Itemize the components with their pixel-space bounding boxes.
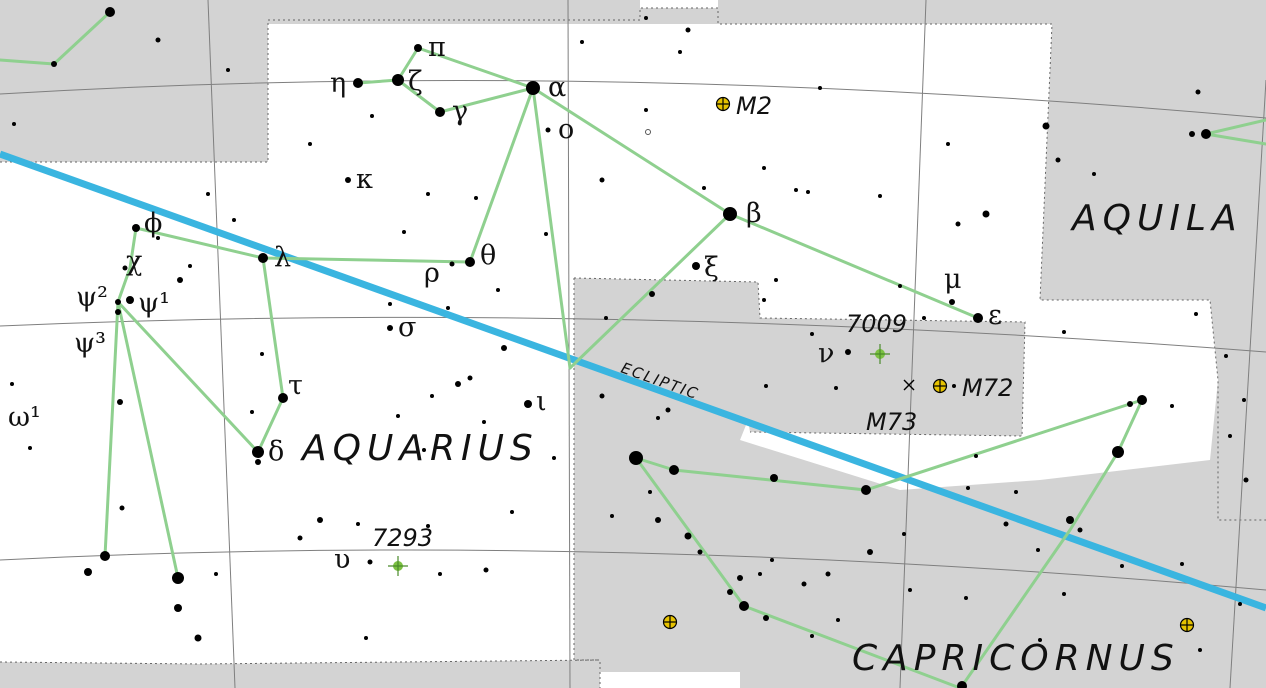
deep-sky-objects (388, 96, 1195, 633)
label-omicron: ο (558, 114, 574, 145)
label-omega1: ω¹ (8, 402, 41, 433)
region-top-right (718, 0, 1266, 300)
label-phi: ϕ (144, 208, 162, 239)
label-m2: M2 (736, 92, 772, 120)
globular-cluster-icon (1179, 617, 1195, 633)
label-aquila: AQUILA (1070, 198, 1243, 239)
star-sigma (387, 325, 393, 331)
star-tau (278, 393, 288, 403)
globular-cluster-m72-icon (932, 378, 948, 394)
label-xi: ξ (704, 252, 719, 283)
label-lambda: λ (274, 242, 291, 273)
label-zeta: ζ (408, 66, 423, 97)
star-phi (132, 224, 140, 232)
label-psi1: ψ¹ (138, 288, 170, 319)
label-mu: μ (944, 264, 962, 295)
ecliptic-line (0, 150, 1266, 612)
deep-sky-labels: M2 7009 M72 M73 7293 (372, 92, 1013, 552)
star-upsilon (367, 559, 373, 565)
star-rho (449, 261, 455, 267)
star-psi3 (115, 309, 121, 315)
label-upsilon: υ (334, 544, 350, 575)
label-m73: M73 (866, 408, 917, 436)
label-pi: π (428, 32, 446, 63)
globular-cluster-m2-icon (715, 96, 731, 112)
region-bottom-left (0, 660, 600, 688)
label-psi2: ψ² (76, 282, 108, 313)
label-m72: M72 (962, 374, 1013, 402)
star-psi2 (115, 299, 121, 305)
star-labels: π η ζ γ α ο κ β ϕ χ λ ρ θ ξ ψ² ψ¹ ψ³ σ μ… (8, 32, 1002, 575)
star-psi1 (126, 296, 134, 304)
label-nu: ν (818, 338, 834, 369)
star-beta (723, 207, 737, 221)
star-chi (122, 265, 128, 271)
label-psi3: ψ³ (74, 328, 106, 359)
label-theta: θ (480, 240, 496, 271)
region-top-left (0, 0, 718, 162)
star-epsilon (973, 313, 983, 323)
star-pi (414, 44, 422, 52)
label-chi: χ (126, 246, 142, 277)
constellation-boundaries (0, 7, 1266, 688)
star-eta (353, 78, 363, 88)
label-iota: ι (536, 386, 547, 417)
star-kappa (345, 177, 351, 183)
star-theta (465, 257, 475, 267)
star-alpha (526, 81, 540, 95)
label-beta: β (746, 198, 762, 229)
label-tau: τ (288, 370, 303, 401)
label-eta: η (330, 68, 346, 99)
star-nu (845, 349, 851, 355)
planetary-nebula-7009-icon (870, 344, 890, 364)
star-lambda (258, 253, 268, 263)
label-ngc7293: 7293 (372, 524, 433, 552)
label-alpha: α (548, 72, 566, 103)
small-galaxy-icon (645, 129, 651, 135)
globular-cluster-icon (662, 614, 678, 630)
star-gamma (435, 107, 445, 117)
star-zeta (392, 74, 404, 86)
label-rho: ρ (424, 258, 440, 289)
star-mu (949, 299, 955, 305)
planetary-nebula-7293-icon (388, 556, 408, 576)
label-sigma: σ (398, 312, 416, 343)
label-epsilon: ε (988, 300, 1002, 331)
stars (10, 7, 1249, 688)
label-delta: δ (268, 436, 284, 467)
star-xi (692, 262, 700, 270)
star-delta (252, 446, 264, 458)
region-capricornus (574, 278, 1266, 688)
star-omicron (545, 127, 551, 133)
star-iota (524, 400, 532, 408)
asterism-m73-icon (903, 379, 915, 391)
label-ngc7009: 7009 (846, 310, 907, 338)
aquarius-stick-figure (356, 46, 535, 114)
label-capricornus: CAPRICORNUS (852, 638, 1180, 679)
label-kappa: κ (356, 164, 373, 195)
label-gamma: γ (452, 96, 468, 127)
label-aquarius: AQUARIUS (300, 428, 539, 469)
